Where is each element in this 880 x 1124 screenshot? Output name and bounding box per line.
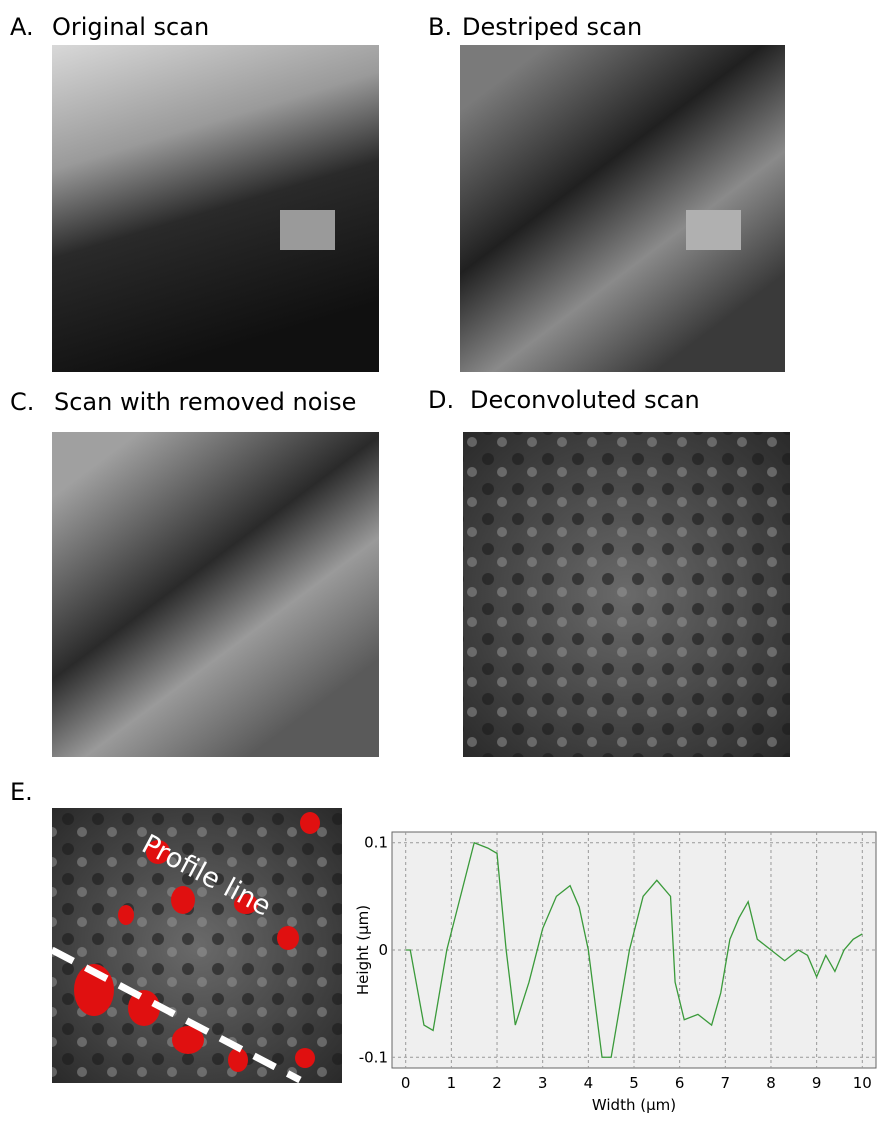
- y-tick-label: -0.1: [359, 1048, 388, 1066]
- x-tick-label: 8: [766, 1074, 776, 1092]
- scan-feature: [280, 210, 335, 250]
- panel-title: Destriped scan: [462, 13, 642, 41]
- panel-title: Deconvoluted scan: [470, 386, 700, 414]
- x-tick-label: 6: [675, 1074, 685, 1092]
- x-axis-label: Width (µm): [592, 1096, 676, 1114]
- x-tick-label: 0: [401, 1074, 411, 1092]
- panel-title: Original scan: [52, 13, 209, 41]
- y-axis-label: Height (µm): [354, 905, 372, 995]
- panel-label: C.: [10, 388, 34, 416]
- panel-label: E.: [10, 778, 33, 806]
- y-tick-label: 0: [378, 941, 388, 959]
- x-tick-label: 9: [812, 1074, 822, 1092]
- y-tick-label: 0.1: [364, 834, 388, 852]
- x-tick-label: 1: [447, 1074, 457, 1092]
- x-tick-label: 4: [584, 1074, 594, 1092]
- figure: A. Original scan B. Destriped scan C. Sc…: [0, 0, 880, 1124]
- panel-label: A.: [10, 13, 34, 41]
- x-tick-label: 7: [721, 1074, 731, 1092]
- scan-image: [52, 45, 379, 372]
- x-tick-label: 3: [538, 1074, 548, 1092]
- scan-image: [460, 45, 785, 372]
- x-tick-label: 5: [629, 1074, 639, 1092]
- panel-title: Scan with removed noise: [54, 388, 356, 416]
- panel-label: B.: [428, 13, 452, 41]
- panel-label: D.: [428, 386, 454, 414]
- scan-image: [52, 432, 379, 757]
- x-tick-label: 2: [492, 1074, 502, 1092]
- scan-texture: [463, 432, 790, 757]
- scan-feature: [686, 210, 741, 250]
- x-tick-label: 10: [853, 1074, 872, 1092]
